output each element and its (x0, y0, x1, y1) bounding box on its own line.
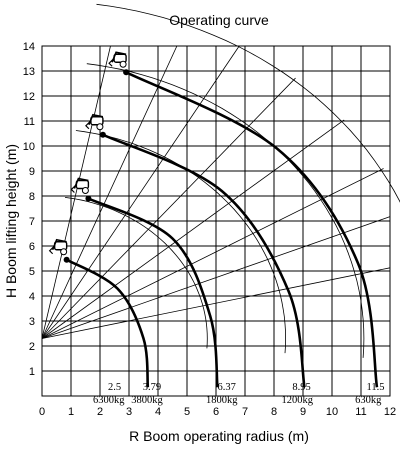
operating-curve-series (66, 258, 150, 388)
curve-start-marker (63, 256, 70, 263)
annotation-radius: 11.5 (367, 382, 385, 393)
boom-angle-line (41, 45, 111, 339)
y-tick-label: 12 (23, 91, 35, 103)
curve-start-marker (85, 195, 92, 202)
x-tick-label: 9 (300, 406, 306, 418)
boom-angle-line (41, 77, 296, 339)
y-tick-label: 3 (29, 316, 35, 328)
boom-angle-line (41, 216, 391, 339)
x-tick-label: 12 (384, 406, 396, 418)
y-tick-label: 8 (29, 191, 35, 203)
boom-tip-icon (108, 51, 127, 68)
boom-icons (48, 51, 127, 256)
annotation-load: 6300kg (93, 395, 125, 406)
x-tick-label: 11 (355, 406, 366, 418)
annotation-load: 1800kg (206, 395, 238, 406)
x-tick-label: 1 (68, 406, 74, 418)
y-tick-label: 14 (23, 41, 35, 53)
boom-angle-line (41, 45, 240, 339)
y-tick-label: 1 (29, 366, 35, 378)
boom-tip-icon (48, 238, 68, 256)
y-tick-label: 6 (29, 241, 35, 253)
x-tick-label: 0 (39, 406, 45, 418)
annotations: 2.5 6300kg 3.79 3800kg 6.37 1800kg 8.95 1200kg 1… (93, 382, 385, 406)
boom-length-arc (96, 3, 400, 203)
boom-tip-icon (70, 177, 90, 194)
operating-curve-series (102, 133, 306, 388)
annotation-radius: 8.95 (292, 382, 310, 393)
x-axis-label: R Boom operating radius (m) (129, 428, 309, 444)
y-tick-label: 7 (29, 216, 35, 228)
boom-angle-line (41, 267, 391, 339)
y-tick-label: 2 (29, 341, 35, 353)
boom-angle-line (41, 168, 384, 339)
annotation-radius: 3.79 (143, 382, 161, 393)
x-tick-label: 5 (184, 406, 190, 418)
boom-reference-lines (41, 3, 400, 358)
boom-tip-icon (85, 113, 104, 131)
x-tick-label: 10 (326, 406, 338, 418)
series-layer (63, 69, 379, 388)
curve-start-marker (99, 131, 106, 138)
annotation-radius: 6.37 (218, 382, 236, 393)
annotation-radius: 2.5 (108, 382, 121, 393)
annotation-load: 630kg (355, 395, 382, 406)
boom-angle-line (41, 45, 178, 339)
y-axis-label: H Boom lifting height (m) (3, 144, 19, 298)
y-tick-label: 13 (23, 66, 35, 78)
boom-length-arc (64, 197, 208, 349)
x-tick-label: 7 (242, 406, 248, 418)
x-tick-label: 3 (126, 406, 132, 418)
y-tick-label: 10 (23, 141, 35, 153)
operating-curve-series (87, 197, 219, 388)
annotation-load: 1200kg (281, 395, 313, 406)
annotation-load: 3800kg (131, 395, 163, 406)
y-tick-label: 4 (29, 291, 35, 303)
chart-title: Operating curve (169, 12, 269, 28)
curve-start-marker (123, 69, 130, 76)
boom-length-arc (75, 130, 287, 354)
x-tick-label: 8 (271, 406, 277, 418)
y-tick-label: 9 (29, 166, 35, 178)
plot-frame (41, 45, 391, 397)
y-tick-label: 5 (29, 266, 35, 278)
x-tick-label: 2 (97, 406, 103, 418)
x-tick-label: 4 (155, 406, 161, 418)
y-tick-label: 11 (24, 116, 35, 128)
x-tick-label: 6 (213, 406, 219, 418)
boom-angle-line (41, 119, 345, 339)
operating-curve-series (125, 71, 379, 388)
